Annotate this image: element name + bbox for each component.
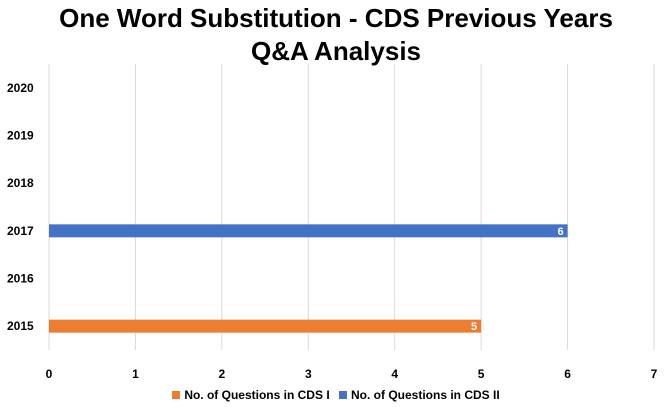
legend-item-cds-2: No. of Questions in CDS II xyxy=(339,388,500,402)
legend-swatch-cds-1 xyxy=(172,391,181,399)
legend: No. of Questions in CDS I No. of Questio… xyxy=(0,388,672,402)
gridlines xyxy=(48,64,655,350)
data-label-2017-series-2: 6 xyxy=(557,226,563,238)
x-tick-label-0: 0 xyxy=(46,367,53,381)
y-tick-label-2018: 2018 xyxy=(7,176,34,190)
y-tick-labels: 2015 2016 2017 2018 2019 2020 xyxy=(7,81,34,333)
data-label-2015-series-1: 5 xyxy=(471,321,477,333)
x-tick-labels: 0 1 2 3 4 5 6 7 xyxy=(46,367,658,381)
y-tick-label-2017: 2017 xyxy=(7,224,34,238)
bar-2017-series-2 xyxy=(49,224,568,238)
chart-title-line-2: Q&A Analysis xyxy=(250,36,421,66)
legend-label-cds-1: No. of Questions in CDS I xyxy=(184,388,330,402)
y-tick-label-2015: 2015 xyxy=(7,319,34,333)
x-tick-label-5: 5 xyxy=(478,367,485,381)
x-tick-label-6: 6 xyxy=(564,367,571,381)
x-tick-label-3: 3 xyxy=(305,367,312,381)
x-tick-label-7: 7 xyxy=(651,367,658,381)
bar-2015-series-1 xyxy=(49,319,482,333)
y-tick-label-2016: 2016 xyxy=(7,272,34,286)
x-tick-label-2: 2 xyxy=(219,367,226,381)
x-tick-label-1: 1 xyxy=(132,367,139,381)
legend-swatch-cds-2 xyxy=(339,391,347,399)
x-tick-label-4: 4 xyxy=(391,367,398,381)
bars: 56 xyxy=(49,224,568,333)
y-tick-label-2019: 2019 xyxy=(7,129,34,143)
chart-title: One Word Substitution - CDS Previous Yea… xyxy=(0,2,672,68)
y-tick-label-2020: 2020 xyxy=(7,81,34,95)
chart-title-line-1: One Word Substitution - CDS Previous Yea… xyxy=(59,3,613,33)
legend-label-cds-2: No. of Questions in CDS II xyxy=(351,388,500,402)
legend-item-cds-1: No. of Questions in CDS I xyxy=(172,388,330,402)
